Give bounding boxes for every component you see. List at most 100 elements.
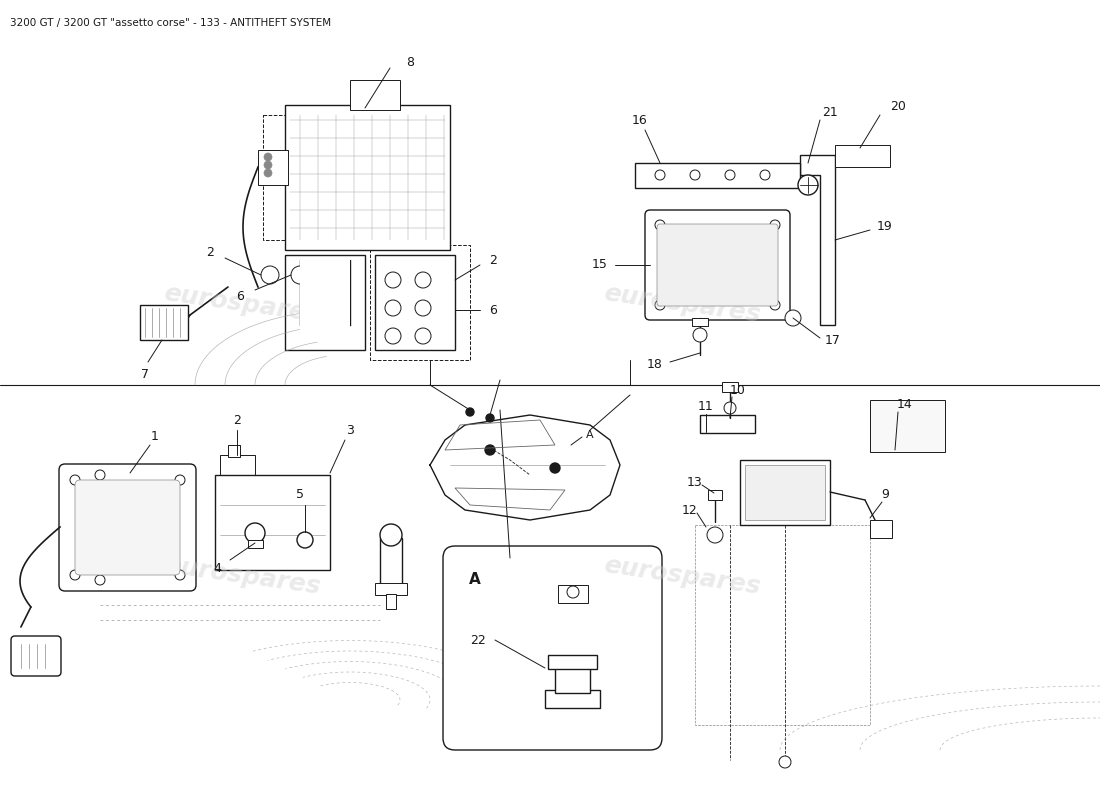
Circle shape bbox=[264, 169, 272, 177]
FancyBboxPatch shape bbox=[59, 464, 196, 591]
Text: 19: 19 bbox=[877, 219, 893, 233]
Circle shape bbox=[415, 328, 431, 344]
Circle shape bbox=[292, 266, 309, 284]
Text: 20: 20 bbox=[890, 101, 906, 114]
Bar bbox=[258, 150, 288, 185]
FancyBboxPatch shape bbox=[443, 546, 662, 750]
Bar bbox=[300, 260, 350, 330]
Bar bbox=[870, 520, 892, 538]
Circle shape bbox=[264, 161, 272, 169]
Bar bbox=[635, 163, 800, 188]
Text: 21: 21 bbox=[822, 106, 838, 118]
Circle shape bbox=[779, 756, 791, 768]
Text: 5: 5 bbox=[296, 489, 304, 502]
Bar bbox=[248, 540, 263, 548]
Circle shape bbox=[95, 575, 104, 585]
Circle shape bbox=[707, 527, 723, 543]
Text: 17: 17 bbox=[825, 334, 840, 346]
Text: 1: 1 bbox=[151, 430, 158, 443]
Text: 2: 2 bbox=[490, 254, 497, 266]
Bar bbox=[835, 145, 890, 167]
Bar bbox=[228, 445, 240, 457]
Text: A: A bbox=[469, 573, 481, 587]
Circle shape bbox=[297, 532, 313, 548]
Text: eurospares: eurospares bbox=[162, 281, 322, 327]
Bar bbox=[722, 382, 738, 392]
FancyBboxPatch shape bbox=[645, 210, 790, 320]
Circle shape bbox=[379, 524, 401, 546]
Text: 16: 16 bbox=[632, 114, 648, 126]
Text: 3: 3 bbox=[346, 423, 354, 437]
Bar bbox=[556, 665, 590, 693]
Text: 14: 14 bbox=[898, 398, 913, 411]
Circle shape bbox=[415, 272, 431, 288]
Text: 6: 6 bbox=[236, 290, 244, 302]
Circle shape bbox=[770, 220, 780, 230]
Circle shape bbox=[690, 170, 700, 180]
Bar bbox=[708, 490, 722, 500]
Text: 10: 10 bbox=[730, 383, 746, 397]
Text: 8: 8 bbox=[406, 55, 414, 69]
Text: eurospares: eurospares bbox=[602, 553, 762, 599]
Circle shape bbox=[725, 170, 735, 180]
Bar bbox=[263, 115, 438, 240]
Circle shape bbox=[245, 523, 265, 543]
Text: 2: 2 bbox=[206, 246, 213, 258]
Bar bbox=[870, 400, 945, 452]
Bar bbox=[695, 525, 870, 725]
Circle shape bbox=[550, 463, 560, 473]
Circle shape bbox=[760, 170, 770, 180]
Circle shape bbox=[693, 328, 707, 342]
Circle shape bbox=[175, 475, 185, 485]
Bar bbox=[220, 455, 255, 475]
Circle shape bbox=[785, 310, 801, 326]
Circle shape bbox=[466, 408, 474, 416]
Bar bbox=[370, 245, 470, 360]
Text: 2: 2 bbox=[233, 414, 241, 426]
Circle shape bbox=[261, 266, 279, 284]
Text: 22: 22 bbox=[470, 634, 486, 646]
Text: 7: 7 bbox=[141, 367, 149, 381]
Text: eurospares: eurospares bbox=[602, 281, 762, 327]
Circle shape bbox=[485, 445, 495, 455]
Bar bbox=[692, 318, 708, 326]
Bar bbox=[375, 583, 407, 595]
Bar bbox=[379, 538, 401, 586]
Bar bbox=[214, 475, 330, 570]
Text: A: A bbox=[586, 430, 594, 440]
Bar bbox=[740, 460, 830, 525]
Bar bbox=[350, 80, 400, 110]
Circle shape bbox=[654, 220, 666, 230]
Bar bbox=[140, 305, 188, 340]
Bar bbox=[285, 105, 450, 250]
Circle shape bbox=[770, 300, 780, 310]
Circle shape bbox=[175, 570, 185, 580]
Text: 9: 9 bbox=[881, 489, 889, 502]
Bar bbox=[700, 415, 755, 433]
Circle shape bbox=[385, 272, 402, 288]
Bar bbox=[548, 655, 597, 669]
Text: 4: 4 bbox=[213, 562, 221, 574]
Bar bbox=[386, 594, 396, 609]
Text: 15: 15 bbox=[592, 258, 608, 271]
FancyBboxPatch shape bbox=[75, 480, 180, 575]
Circle shape bbox=[70, 475, 80, 485]
Circle shape bbox=[724, 402, 736, 414]
Bar bbox=[745, 465, 825, 520]
Circle shape bbox=[95, 470, 104, 480]
FancyBboxPatch shape bbox=[11, 636, 60, 676]
Bar bbox=[558, 585, 589, 603]
Bar bbox=[375, 255, 455, 350]
Text: 6: 6 bbox=[490, 303, 497, 317]
Text: 12: 12 bbox=[682, 503, 697, 517]
Circle shape bbox=[798, 175, 818, 195]
FancyBboxPatch shape bbox=[657, 224, 778, 306]
Text: 18: 18 bbox=[647, 358, 663, 371]
Circle shape bbox=[415, 300, 431, 316]
Text: 3200 GT / 3200 GT "assetto corse" - 133 - ANTITHEFT SYSTEM: 3200 GT / 3200 GT "assetto corse" - 133 … bbox=[10, 18, 331, 28]
Text: 13: 13 bbox=[688, 477, 703, 490]
Circle shape bbox=[385, 300, 402, 316]
Circle shape bbox=[385, 328, 402, 344]
Text: 11: 11 bbox=[698, 401, 714, 414]
Circle shape bbox=[264, 153, 272, 161]
